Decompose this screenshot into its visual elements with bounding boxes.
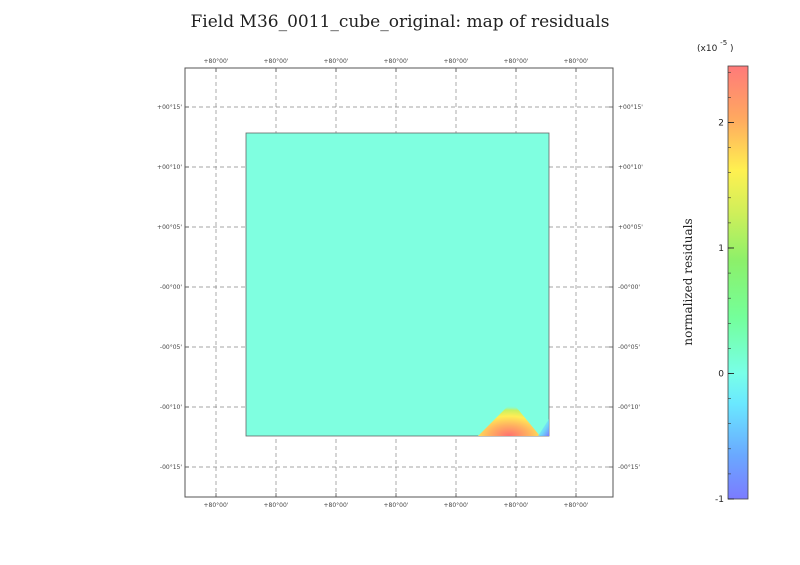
x-tick-label: +80°00' bbox=[444, 502, 469, 509]
y-tick-label: +00°15' bbox=[618, 104, 643, 111]
y-tick-label: +00°05' bbox=[157, 224, 182, 231]
colorbar bbox=[727, 65, 749, 500]
y-tick-label: -00°15' bbox=[618, 464, 640, 471]
y-tick-label: +00°10' bbox=[157, 164, 182, 171]
plot-frame bbox=[184, 67, 614, 498]
colorbar-tick-label: -1 bbox=[715, 495, 724, 505]
x-tick-label: +80°00' bbox=[444, 58, 469, 65]
colorbar-label: normalized residuals bbox=[681, 218, 695, 345]
x-tick-label: +80°00' bbox=[324, 502, 349, 509]
colorbar-tick-label: 1 bbox=[718, 244, 724, 254]
y-tick-label: -00°05' bbox=[618, 344, 640, 351]
y-tick-label: -00°00' bbox=[618, 284, 640, 291]
chart-title: Field M36_0011_cube_original: map of res… bbox=[190, 12, 610, 32]
y-tick-label: -00°15' bbox=[160, 464, 182, 471]
x-tick-label: +80°00' bbox=[264, 502, 289, 509]
x-tick-label: +80°00' bbox=[384, 58, 409, 65]
colorbar-scale-base: (x10 bbox=[697, 44, 718, 54]
y-tick-label: -00°00' bbox=[160, 284, 182, 291]
x-tick-label: +80°00' bbox=[204, 58, 229, 65]
x-tick-label: +80°00' bbox=[504, 502, 529, 509]
colorbar-tick-label: 2 bbox=[718, 118, 724, 128]
residual-corner-negative bbox=[538, 419, 549, 436]
x-tick-label: +80°00' bbox=[564, 502, 589, 509]
x-tick-label: +80°00' bbox=[264, 58, 289, 65]
colorbar-tick-label: 0 bbox=[718, 369, 724, 379]
y-tick-label: +00°10' bbox=[618, 164, 643, 171]
y-tick-label: -00°05' bbox=[160, 344, 182, 351]
residual-hotspot bbox=[478, 402, 540, 436]
colorbar-scale: (x10 -5 ) bbox=[697, 38, 734, 54]
x-tick-label: +80°00' bbox=[324, 58, 349, 65]
x-tick-label: +80°00' bbox=[204, 502, 229, 509]
y-tick-label: +00°15' bbox=[157, 104, 182, 111]
colorbar-scale-exponent: -5 bbox=[720, 39, 727, 47]
x-tick-label: +80°00' bbox=[504, 58, 529, 65]
y-tick-label: -00°10' bbox=[618, 404, 640, 411]
field-map bbox=[245, 132, 550, 437]
colorbar-scale-close: ) bbox=[730, 44, 734, 54]
x-tick-label: +80°00' bbox=[384, 502, 409, 509]
y-tick-label: +00°05' bbox=[618, 224, 643, 231]
y-tick-label: -00°10' bbox=[160, 404, 182, 411]
x-tick-label: +80°00' bbox=[564, 58, 589, 65]
